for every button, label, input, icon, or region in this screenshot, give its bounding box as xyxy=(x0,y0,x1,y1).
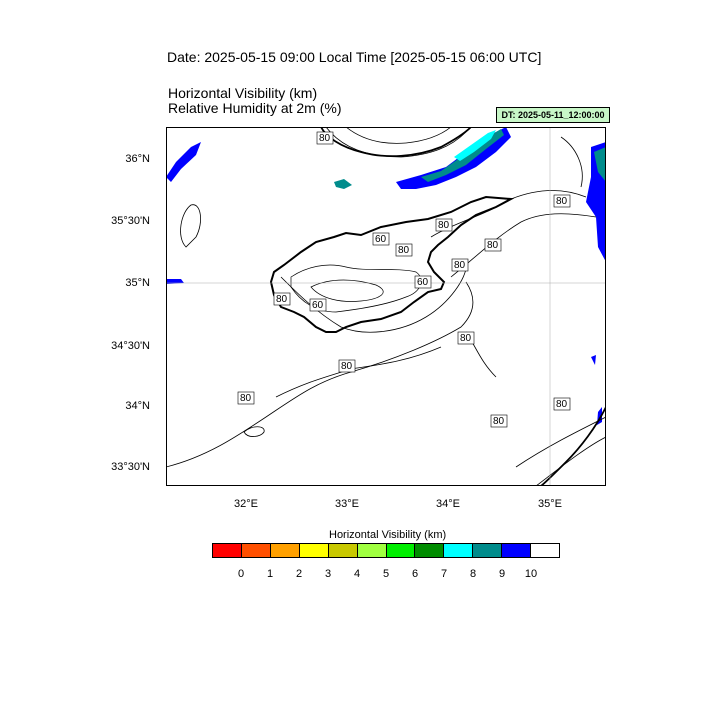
lat-label-33-30n: 33°30'N xyxy=(111,461,150,473)
lat-label-35n: 35°N xyxy=(125,277,150,289)
contour-line xyxy=(450,213,597,278)
contour-line xyxy=(280,266,467,333)
lon-label-35e: 35°E xyxy=(538,498,562,510)
map-gridlines xyxy=(166,127,606,486)
contour-label-text: 80 xyxy=(454,260,466,271)
contour-label-text: 80 xyxy=(556,399,568,410)
visibility-fill xyxy=(166,127,606,425)
contour-label-text: 80 xyxy=(493,416,505,427)
contour-label-text: 60 xyxy=(417,277,429,288)
legend-tick-label: 4 xyxy=(353,568,361,580)
lat-label-34n: 34°N xyxy=(125,400,150,412)
contour-label: 80 xyxy=(338,359,356,373)
contour-label: 60 xyxy=(372,232,390,246)
north-coast-outline xyxy=(320,127,472,158)
contour-label-text: 80 xyxy=(556,196,568,207)
vis-blue-area-northwest xyxy=(166,142,201,182)
vis-blue-area-southeast xyxy=(591,355,596,365)
contour-label: 80 xyxy=(435,218,453,232)
vis-teal-area-east xyxy=(594,147,606,182)
legend-title: Horizontal Visibility (km) xyxy=(329,529,447,541)
lon-label-33e: 33°E xyxy=(335,498,359,510)
contour-line xyxy=(560,136,583,188)
legend-swatch xyxy=(270,544,300,557)
contour-label-text: 80 xyxy=(240,393,252,404)
legend-colorbar xyxy=(212,543,560,558)
field-title-humidity: Relative Humidity at 2m (%) xyxy=(168,100,342,116)
contour-label: 80 xyxy=(553,397,571,411)
contour-label-text: 60 xyxy=(312,300,324,311)
contour-label-text: 80 xyxy=(487,240,499,251)
contour-label: 80 xyxy=(457,331,475,345)
contour-label: 80 xyxy=(237,391,255,405)
contour-labels: 80 80 80 60 80 80 80 60 80 60 80 80 80 8… xyxy=(237,131,571,428)
init-time-badge: DT: 2025-05-11_12:00:00 xyxy=(496,107,610,123)
contour-label-text: 80 xyxy=(276,294,288,305)
map-border xyxy=(166,127,606,486)
lat-label-35-30n: 35°30'N xyxy=(111,215,150,227)
contour-label: 80 xyxy=(451,258,469,272)
cyprus-island-outline xyxy=(269,195,515,333)
legend-swatch xyxy=(386,544,416,557)
contour-label: 80 xyxy=(316,131,334,145)
contour-label: 80 xyxy=(273,292,291,306)
contour-label-text: 80 xyxy=(438,220,450,231)
contour-label-text: 80 xyxy=(341,361,353,372)
lon-label-34e: 34°E xyxy=(436,498,460,510)
field-title-visibility: Horizontal Visibility (km) xyxy=(168,85,318,101)
contour-label-text: 80 xyxy=(319,133,331,144)
lat-label-34-30n: 34°30'N xyxy=(111,340,150,352)
contour-label: 80 xyxy=(484,238,502,252)
east-coast-outline xyxy=(540,406,606,486)
legend-swatch xyxy=(328,544,358,557)
legend-swatch xyxy=(213,544,242,557)
legend-tick-label: 0 xyxy=(237,568,245,580)
inner-contour-island xyxy=(310,279,384,302)
contour-label-text: 80 xyxy=(398,245,410,256)
legend-tick-label: 10 xyxy=(524,568,538,580)
legend-swatch xyxy=(299,544,329,557)
contour-line xyxy=(325,127,467,158)
contour-line xyxy=(243,426,265,437)
contour-label-text: 80 xyxy=(460,333,472,344)
legend-tick-label: 1 xyxy=(266,568,274,580)
legend-swatch xyxy=(241,544,271,557)
contour-label: 60 xyxy=(309,298,327,312)
contour-label-text: 60 xyxy=(375,234,387,245)
legend-swatch xyxy=(415,544,445,557)
legend-tick-label: 5 xyxy=(382,568,390,580)
vis-teal-area-small xyxy=(334,179,352,189)
contour-line xyxy=(345,127,452,144)
legend-tick-label: 7 xyxy=(440,568,448,580)
contour-line xyxy=(535,436,606,486)
contour-line xyxy=(180,204,201,248)
legend-tick-label: 6 xyxy=(411,568,419,580)
legend-swatch xyxy=(473,544,503,557)
map-panel: 80 80 80 60 80 80 80 60 80 60 80 80 80 8… xyxy=(166,127,606,486)
cyprus-coastline xyxy=(269,127,606,486)
date-title: Date: 2025-05-15 09:00 Local Time [2025-… xyxy=(167,49,542,65)
legend-swatch xyxy=(502,544,532,557)
legend-tick-label: 3 xyxy=(324,568,332,580)
lat-label-36n: 36°N xyxy=(125,153,150,165)
contour-label: 60 xyxy=(414,275,432,289)
contour-label: 80 xyxy=(395,243,413,257)
legend-swatch xyxy=(357,544,387,557)
contour-line xyxy=(515,416,606,468)
contour-label: 80 xyxy=(490,414,508,428)
legend-tick-label: 2 xyxy=(295,568,303,580)
legend-tick-label: 9 xyxy=(498,568,506,580)
contour-label: 80 xyxy=(553,194,571,208)
legend-swatch xyxy=(444,544,474,557)
legend-swatch xyxy=(531,544,560,557)
legend-tick-label: 8 xyxy=(469,568,477,580)
vis-cyan-area-north-coast xyxy=(454,130,496,161)
lon-label-32e: 32°E xyxy=(234,498,258,510)
